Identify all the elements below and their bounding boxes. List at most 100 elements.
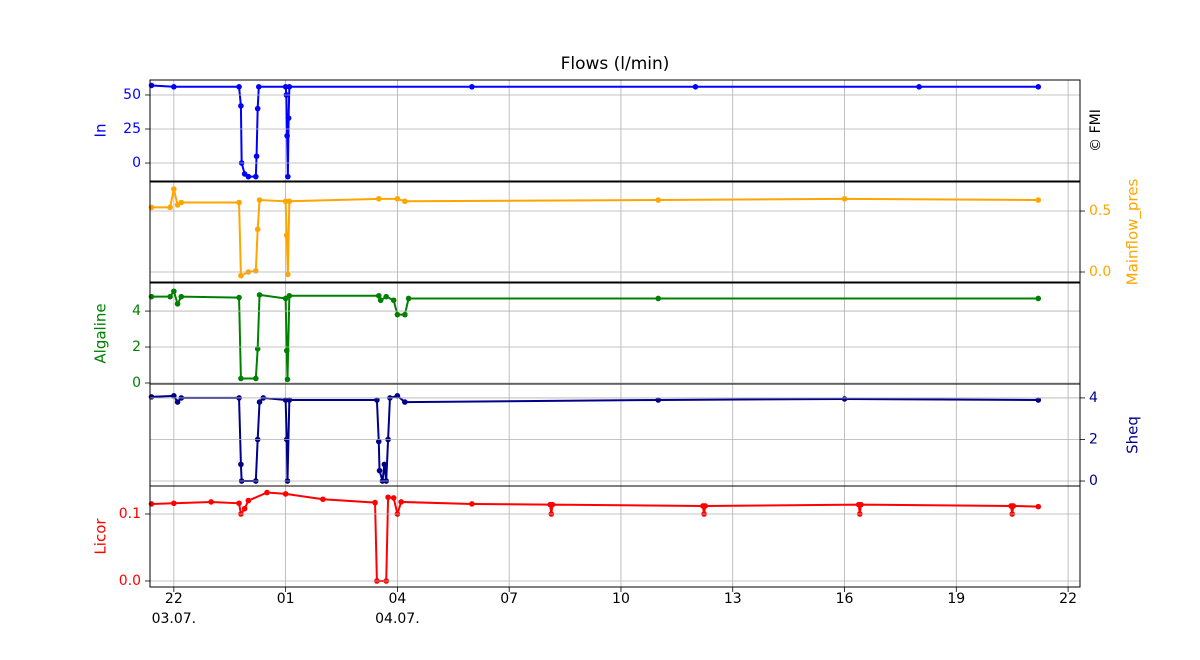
data-point: [916, 84, 922, 90]
data-point: [256, 292, 263, 298]
data-point: [256, 399, 263, 405]
data-point: [236, 199, 242, 206]
data-point: [264, 489, 270, 496]
data-point: [171, 500, 177, 507]
data-point: [286, 292, 293, 299]
data-point: [208, 499, 214, 505]
data-point: [178, 199, 185, 206]
x-tick-label: 22: [1059, 591, 1077, 607]
data-point: [286, 84, 293, 90]
y-tick-label: 0: [132, 375, 141, 391]
panel-frame: [149, 79, 1081, 182]
data-point: [390, 297, 397, 304]
data-point: [254, 105, 261, 112]
data-point: [285, 173, 291, 180]
series-line: [151, 491, 1039, 582]
data-point: [1035, 295, 1042, 302]
x-tick-label: 10: [612, 591, 630, 607]
data-point: [253, 267, 259, 274]
x-tick-label: 07: [500, 591, 518, 607]
data-point: [385, 494, 391, 501]
data-point: [285, 115, 292, 121]
x-tick-label: 22: [165, 591, 183, 607]
y-tick-label: 50: [123, 87, 141, 103]
data-point: [469, 84, 475, 90]
data-point: [375, 438, 382, 445]
annotation: © FMI: [1088, 109, 1104, 152]
data-point: [283, 232, 290, 239]
data-point: [171, 84, 177, 90]
data-point: [405, 295, 412, 302]
y-tick-label: 4: [132, 303, 141, 319]
y-tick-label: 0.5: [1089, 203, 1111, 219]
data-point: [174, 301, 181, 307]
data-point: [702, 503, 708, 509]
data-point: [245, 173, 252, 180]
data-point: [655, 295, 662, 302]
data-point: [692, 84, 699, 90]
data-point: [236, 500, 242, 507]
data-point: [286, 397, 293, 403]
data-point: [374, 397, 380, 403]
data-point: [394, 196, 401, 202]
data-point: [256, 197, 263, 203]
y-tick-label: 0: [132, 155, 141, 171]
data-point: [375, 196, 382, 202]
data-point: [398, 499, 404, 505]
data-point: [375, 292, 382, 299]
data-point: [1035, 84, 1042, 90]
data-point: [236, 294, 242, 301]
data-point: [167, 204, 173, 211]
data-point: [376, 467, 383, 474]
data-point: [390, 495, 397, 501]
data-point: [255, 84, 262, 90]
data-point: [381, 461, 388, 468]
data-point: [254, 226, 261, 233]
data-point: [372, 499, 378, 506]
data-point: [285, 271, 291, 278]
data-point: [245, 497, 252, 504]
data-point: [394, 311, 401, 318]
data-point: [284, 376, 291, 383]
data-point: [167, 293, 173, 300]
date-label: 03.07.: [152, 611, 197, 627]
y-tick-label: 2: [1089, 431, 1098, 447]
data-point: [286, 198, 293, 205]
x-tick-label: 04: [388, 591, 406, 607]
data-point: [841, 396, 848, 402]
data-point: [253, 173, 259, 180]
data-point: [241, 505, 248, 512]
data-point: [171, 288, 177, 295]
data-point: [253, 153, 260, 160]
x-tick-label: 01: [277, 591, 295, 607]
y-axis-label: Algaline: [92, 303, 110, 363]
series-line: [151, 288, 1039, 380]
y-tick-label: 0.0: [1089, 264, 1111, 280]
data-point: [283, 347, 290, 354]
data-point: [1010, 503, 1017, 509]
data-point: [320, 496, 326, 503]
x-tick-label: 13: [724, 591, 742, 607]
data-point: [394, 393, 401, 399]
y-tick-label: 2: [132, 339, 141, 355]
data-point: [469, 501, 475, 507]
data-point: [383, 293, 390, 300]
data-point: [238, 103, 244, 109]
data-point: [402, 311, 408, 318]
data-point: [858, 501, 864, 508]
data-point: [1035, 503, 1042, 510]
data-point: [171, 186, 177, 192]
y-tick-label: 4: [1089, 390, 1098, 406]
data-point: [1035, 397, 1042, 403]
y-axis-label: In: [92, 124, 110, 138]
data-point: [402, 198, 408, 205]
data-point: [841, 196, 848, 202]
data-point: [238, 272, 244, 279]
data-point: [282, 491, 289, 497]
data-point: [174, 399, 181, 405]
data-point: [549, 501, 556, 508]
data-point: [238, 461, 244, 468]
data-point: [1035, 197, 1042, 203]
chart-title: Flows (l/min): [561, 54, 670, 74]
